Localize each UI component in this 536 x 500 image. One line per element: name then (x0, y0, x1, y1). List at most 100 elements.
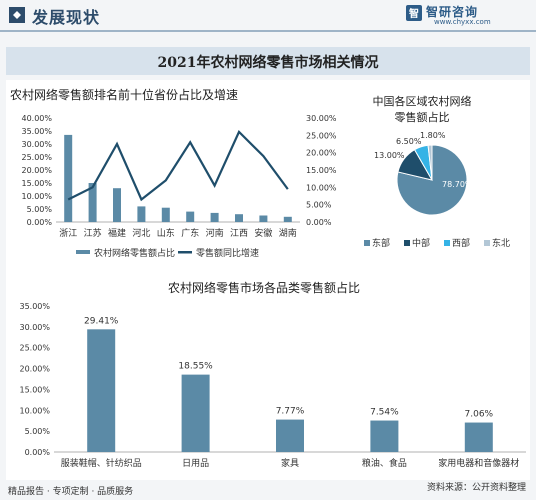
left-axis-tick-label: 35.00% (21, 127, 52, 136)
charts-panel: 农村网络零售额排名前十位省份占比及增速 0.00% 5.00% 10.00% 15.0… (6, 80, 530, 480)
legend-swatch-growth (178, 251, 192, 254)
category-bar-value-label: 29.41% (84, 316, 119, 326)
left-axis-tick-label: 5.00% (27, 205, 53, 214)
category-share-bar (276, 419, 304, 452)
category-share-bar (370, 420, 399, 452)
category-axis-tick-label: 30.00% (19, 323, 50, 332)
page-header: 发展现状 智 智研咨询 www.chyxx.com (0, 0, 536, 30)
province-share-bar (259, 215, 268, 222)
province-share-bar (283, 216, 292, 222)
left-axis-tick-label: 30.00% (21, 140, 52, 149)
left-axis-tick-label: 20.00% (21, 166, 52, 175)
category-share-bar (87, 329, 116, 452)
pie-legend-swatch (444, 240, 450, 246)
region-pie-labels: 78.70% 13.00% 6.50%1.80% (374, 131, 473, 189)
province-share-bar (113, 188, 121, 222)
category-axis-tick-label: 5.00% (25, 427, 51, 436)
logo-name: 智研咨询 (426, 5, 479, 19)
province-chart-legend: 农村网络零售额占比 零售额同比增速 (76, 247, 259, 259)
pie-slice-label: 1.80% (420, 131, 446, 140)
header-divider (0, 30, 536, 32)
pie-slice-label: 78.70% (442, 180, 473, 189)
report-title: 2021年农村网络零售市场相关情况 (157, 55, 379, 71)
province-x-label: 山东 (157, 227, 175, 239)
right-axis-tick-label: 5.00% (306, 201, 332, 210)
province-chart-x-labels: 浙江 江苏 福建 河北 山东 广东 河南 江西 安徽 湖南 (59, 227, 297, 239)
category-bar-value-label: 7.06% (465, 410, 494, 420)
province-chart-right-axis: 0.00% 5.00% 10.00% 15.00% 20.00% 25.00% 30.00% (306, 114, 337, 227)
legend-label-growth: 零售额同比增速 (196, 247, 259, 259)
province-chart: 农村网络零售额排名前十位省份占比及增速 0.00% 5.00% 10.00% 15.0… (10, 87, 337, 259)
report-banner: 2021年农村网络零售市场相关情况 (6, 47, 530, 75)
logo-url: www.chyxx.com (434, 18, 491, 26)
category-chart-title: 农村网络零售市场各品类零售额占比 (168, 280, 360, 295)
province-chart-left-axis: 0.00% 5.00% 10.00% 15.00% 20.00% 25.00% 30.00%… (21, 114, 300, 227)
pie-legend-label: 东北 (492, 237, 510, 249)
category-bar-value-label: 7.77% (276, 407, 305, 417)
svg-text:智: 智 (409, 7, 419, 20)
province-share-bar (64, 134, 73, 222)
province-x-label: 河北 (132, 227, 150, 239)
category-share-bar (464, 422, 493, 452)
left-axis-tick-label: 40.00% (21, 114, 52, 123)
province-x-label: 湖南 (279, 227, 297, 239)
charts-canvas: 农村网络零售额排名前十位省份占比及增速 0.00% 5.00% 10.00% 15.0… (10, 87, 526, 469)
pie-legend-label: 西部 (452, 237, 470, 249)
left-axis-tick-label: 0.00% (27, 218, 53, 227)
pie-slice-4 (427, 144, 433, 181)
legend-swatch-share (76, 250, 90, 254)
province-share-bar (235, 214, 243, 222)
category-chart-bars: 29.41% 18.55% 7.77% 7.54% 7.06% (84, 316, 494, 452)
footer-source: 资料来源：公开资料整理 (426, 483, 526, 493)
province-x-label: 安徽 (254, 227, 272, 239)
category-axis-tick-label: 25.00% (19, 344, 50, 353)
category-x-label: 粮油、食品 (362, 457, 407, 469)
category-x-label: 家具 (281, 457, 299, 469)
pie-legend-swatch (364, 240, 370, 246)
footer-tagline: 精品报告 · 专项定制 · 品质服务 (8, 487, 134, 497)
section-marker-icon (9, 7, 25, 23)
province-share-bar (137, 206, 146, 222)
category-axis-tick-label: 0.00% (25, 448, 51, 457)
pie-slice-label: 13.00% (374, 151, 405, 160)
region-pie-chart: 中国各区域农村网络 零售额占比 78.70% 13.00% 6.50%1.80% 东… (364, 94, 510, 249)
province-growth-line (67, 130, 289, 202)
section-title: 发展现状 (32, 8, 101, 27)
province-share-bar (186, 211, 195, 222)
brand-logo: 智 智研咨询 www.chyxx.com (406, 3, 526, 27)
category-x-label: 家用电器和音像器材 (438, 457, 519, 469)
right-axis-tick-label: 20.00% (306, 149, 337, 158)
category-share-bar (181, 374, 210, 452)
logo-icon: 智 (406, 5, 422, 21)
legend-label-share: 农村网络零售额占比 (94, 247, 175, 259)
category-chart-x-labels: 服装鞋帽、针纺织品 日用品 家具 粮油、食品 家用电器和音像器材 (61, 457, 520, 469)
pie-legend-swatch (484, 240, 490, 246)
left-axis-tick-label: 25.00% (21, 153, 52, 162)
category-x-label: 服装鞋帽、针纺织品 (61, 457, 142, 469)
region-pie-slices (396, 144, 468, 216)
region-pie-legend: 东部 中部 西部 东北 (364, 237, 510, 249)
pie-legend-swatch (404, 240, 410, 246)
pie-slice-label: 6.50% (396, 137, 422, 146)
province-chart-bars (64, 134, 292, 222)
province-x-label: 河南 (206, 227, 224, 239)
left-axis-tick-label: 15.00% (21, 179, 52, 188)
province-chart-title: 农村网络零售额排名前十位省份占比及增速 (10, 87, 238, 102)
province-x-label: 浙江 (59, 227, 77, 239)
category-bar-value-label: 18.55% (178, 362, 213, 372)
category-axis-tick-label: 20.00% (19, 365, 50, 374)
right-axis-tick-label: 30.00% (306, 114, 337, 123)
province-share-bar (88, 183, 97, 222)
province-share-bar (161, 207, 170, 222)
province-x-label: 江苏 (84, 227, 102, 239)
right-axis-tick-label: 10.00% (306, 183, 337, 192)
province-x-label: 广东 (181, 227, 199, 239)
right-axis-tick-label: 25.00% (306, 131, 337, 140)
category-axis-tick-label: 15.00% (19, 385, 50, 394)
category-axis-tick-label: 10.00% (19, 406, 50, 415)
region-pie-title-line1: 中国各区域农村网络 (373, 94, 472, 108)
province-x-label: 福建 (108, 227, 126, 239)
category-bar-value-label: 7.54% (370, 408, 399, 418)
pie-legend-label: 东部 (372, 237, 390, 249)
